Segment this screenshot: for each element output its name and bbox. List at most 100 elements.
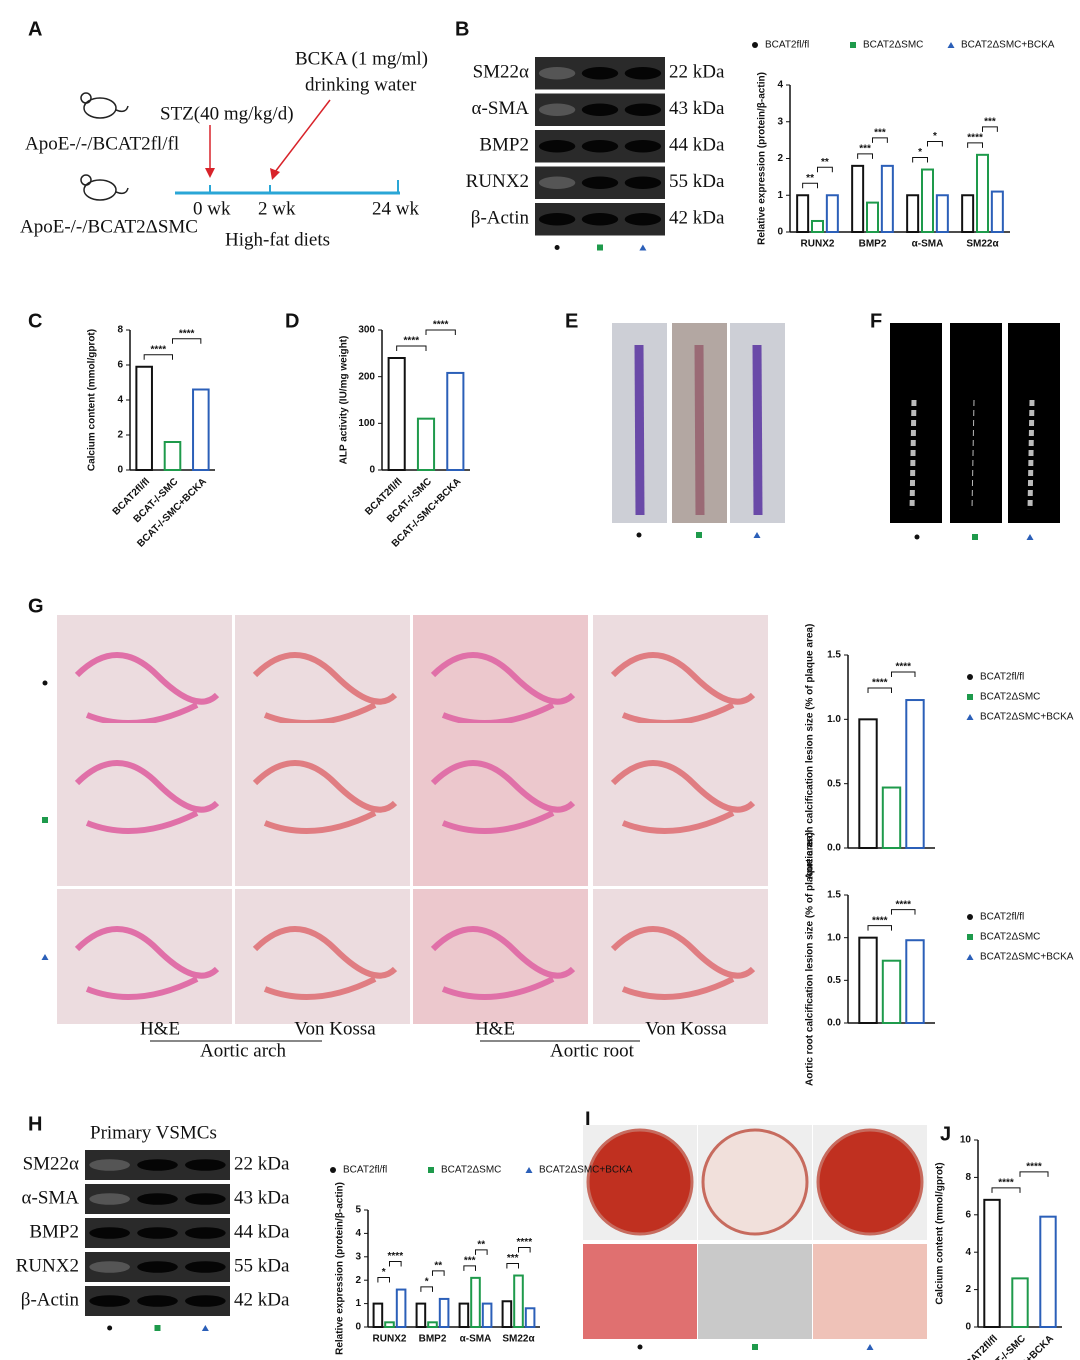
mouse-icon xyxy=(80,92,129,201)
y-tick-label: 4 xyxy=(777,80,783,91)
significance-label: **** xyxy=(404,336,420,347)
blot-band xyxy=(89,1261,130,1273)
bar xyxy=(866,201,879,234)
y-axis-label: Calcium content (mmol/gprot) xyxy=(935,1162,946,1304)
y-tick-label: 200 xyxy=(358,371,375,382)
significance-label: **** xyxy=(388,1251,404,1262)
x-tick-label: BMP2 xyxy=(419,1334,447,1345)
blot-title: Primary VSMCs xyxy=(90,1122,217,1143)
significance-bracket xyxy=(377,1277,390,1283)
significance-label: **** xyxy=(433,320,449,331)
histology-image xyxy=(235,889,410,1024)
diet-label: High-fat diets xyxy=(225,229,330,250)
tissue xyxy=(430,652,576,726)
legend-label: BCAT2ΔSMC xyxy=(863,40,923,51)
significance-bracket xyxy=(872,137,888,143)
y-tick-label: 4 xyxy=(355,1228,361,1239)
timepoint: 0 wk xyxy=(193,198,231,219)
significance-bracket xyxy=(857,153,873,159)
significance-label: * xyxy=(918,147,922,158)
protein-label: BMP2 xyxy=(29,1221,79,1242)
legend-label: BCAT2ΔSMC+BCKA xyxy=(980,712,1074,723)
bar xyxy=(961,194,975,233)
x-tick-label: α-SMA xyxy=(912,239,944,250)
protein-label: β-Actin xyxy=(21,1289,80,1310)
y-tick-label: 0.0 xyxy=(827,1018,841,1029)
x-tick-label: RUNX2 xyxy=(801,239,835,250)
bar xyxy=(796,194,810,233)
blot-band xyxy=(137,1193,178,1205)
bar xyxy=(921,168,934,233)
panel-letter: D xyxy=(285,310,299,332)
y-tick-label: 3 xyxy=(777,116,783,127)
bar xyxy=(395,1288,407,1329)
timepoint: 2 wk xyxy=(258,198,296,219)
blot-band xyxy=(137,1261,178,1273)
bar xyxy=(427,1321,438,1328)
y-axis-label: Aortic root calcification lesion size (%… xyxy=(805,832,816,1086)
blot-band xyxy=(624,67,662,80)
legend-marker xyxy=(967,674,973,680)
blot-band xyxy=(89,1159,130,1171)
blot-band xyxy=(538,140,576,153)
significance-bracket xyxy=(432,1270,445,1276)
bar xyxy=(446,371,465,471)
significance-label: ** xyxy=(821,157,829,168)
bar xyxy=(825,194,839,233)
blot-band xyxy=(538,213,576,226)
size-label: 42 kDa xyxy=(669,208,725,229)
y-tick-label: 4 xyxy=(965,1247,971,1258)
group-marker xyxy=(696,532,702,538)
y-tick-label: 4 xyxy=(117,395,123,406)
significance-bracket xyxy=(927,141,943,147)
x-tick-label: SM22α xyxy=(502,1334,535,1345)
y-axis-label: Aortic arch calcification lesion size (%… xyxy=(805,624,816,880)
group-marker xyxy=(914,534,920,540)
chart: 0 1 2 3 4 5 Relative expression (protein/β-act… xyxy=(330,1165,633,1355)
y-tick-label: 3 xyxy=(355,1251,361,1262)
chart: 0 2 4 6 8 10 Calcium content (mmol/gprot) BCAT2… xyxy=(935,1135,1062,1360)
legend-marker xyxy=(967,914,973,920)
size-label: 55 kDa xyxy=(234,1255,290,1276)
y-tick-label: 0.5 xyxy=(827,778,841,789)
tissue xyxy=(252,926,398,1000)
legend-label: BCAT2ΔSMC xyxy=(441,1165,501,1176)
bar xyxy=(858,936,878,1025)
significance-label: **** xyxy=(967,132,983,143)
y-tick-label: 8 xyxy=(965,1172,971,1183)
significance-label: * xyxy=(382,1267,386,1278)
blot-band xyxy=(581,103,619,116)
aorta xyxy=(634,344,645,516)
region-label: Aortic arch xyxy=(200,1040,286,1061)
region-label: Aortic root xyxy=(550,1040,635,1061)
legend-marker xyxy=(947,42,955,48)
significance-label: ** xyxy=(806,173,814,184)
significance-bracket xyxy=(867,925,892,931)
bar xyxy=(905,699,925,849)
x-tick-label: RUNX2 xyxy=(373,1334,407,1345)
aorta-fluorescence xyxy=(950,323,1002,523)
tissue xyxy=(74,760,220,834)
bar xyxy=(501,1300,513,1329)
significance-bracket xyxy=(891,671,916,678)
protein-label: BMP2 xyxy=(479,135,529,156)
significance-label: **** xyxy=(895,899,911,910)
significance-bracket xyxy=(802,182,818,189)
blot-band xyxy=(185,1261,226,1273)
arrow-head xyxy=(205,168,215,178)
y-tick-label: 100 xyxy=(358,418,375,429)
size-label: 44 kDa xyxy=(669,135,725,156)
x-tick-label: SM22α xyxy=(966,239,999,250)
bar xyxy=(990,190,1004,233)
blot-band xyxy=(89,1295,130,1307)
significance-label: *** xyxy=(507,1253,519,1264)
y-tick-label: 0 xyxy=(117,465,123,476)
significance-label: **** xyxy=(998,1177,1014,1188)
significance-bracket xyxy=(172,338,202,344)
y-tick-label: 0 xyxy=(777,227,783,238)
x-tick-label: α-SMA xyxy=(460,1334,492,1345)
blot-band xyxy=(581,176,619,189)
histology-image xyxy=(413,889,588,1024)
y-tick-label: 1 xyxy=(355,1298,361,1309)
